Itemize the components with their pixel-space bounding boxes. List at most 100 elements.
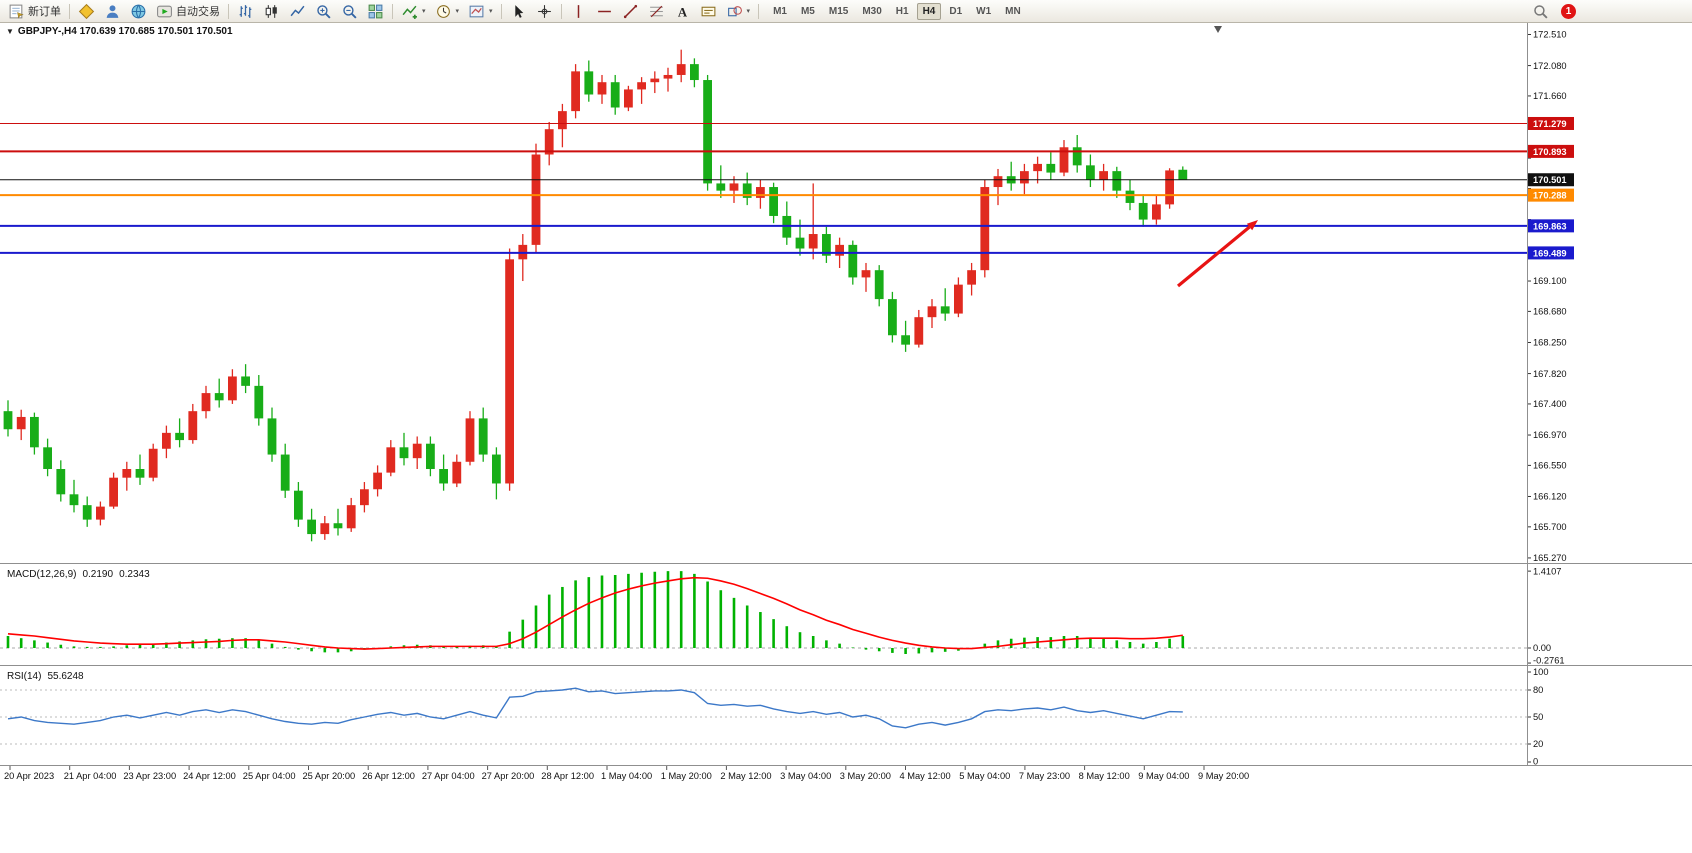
candle [1006,161,1016,191]
crosshair-button[interactable] [532,1,557,21]
rsi-panel[interactable] [0,687,1527,745]
timeframe-button-m1[interactable]: M1 [773,5,787,17]
macd-axis-label: 1.4107 [1533,566,1561,576]
market-watch-icon [78,3,95,19]
rsi-axis-label: 80 [1533,685,1543,695]
candle [1178,166,1188,180]
separator [392,3,393,19]
timeframe-button-m5[interactable]: M5 [800,5,815,17]
fibonacci-button[interactable] [644,1,669,21]
market-watch-button[interactable] [74,1,99,21]
time-axis-label: 1 May 20:00 [661,771,712,781]
chevron-down-icon: ▾ [746,8,751,15]
candle [320,516,330,540]
timeframe-button-h1[interactable]: H1 [895,5,909,17]
time-axis-label: 3 May 04:00 [780,771,831,781]
candle-body [412,443,422,459]
candle [544,121,554,166]
globe-icon [131,4,146,18]
timeframe-button-m15[interactable]: M15 [828,5,849,17]
auto-trading-button[interactable]: 自动交易 [152,1,224,21]
candle [1033,156,1042,184]
tile-windows-button[interactable] [363,1,388,21]
macd-value-main: 0.2190 [82,569,114,580]
bar-chart-icon [239,4,252,18]
candle-body [888,299,897,336]
main-chart-panel[interactable] [0,26,1527,542]
accounts-button[interactable] [100,1,125,21]
rsi-axis-label: 20 [1533,739,1543,749]
template-icon [469,5,484,17]
candle-body [848,244,858,278]
time-axis[interactable]: 20 Apr 2023 21 Apr 04:00 23 Apr 23:00 24 Ap… [4,766,1249,781]
candle-body [940,306,950,314]
candle-body [650,78,660,83]
arrow-annotation[interactable] [1176,220,1258,288]
new-order-button[interactable]: 新订单 [4,1,65,21]
time-axis-label: 28 Apr 12:00 [541,771,594,781]
chart-shift-marker-icon[interactable] [1214,26,1222,33]
candle [663,67,673,92]
line-chart-button[interactable] [285,1,310,21]
time-axis-label: 2 May 12:00 [720,771,771,781]
price-axis-label: 165.700 [1533,522,1567,532]
candle [43,438,52,477]
candle [294,482,303,527]
timeframe-button-h4[interactable]: H4 [916,2,942,20]
timeframe-button-w1[interactable]: W1 [976,5,992,17]
toolbar: 新订单 自动交易 [0,0,1692,23]
zoom-out-button[interactable] [337,1,362,21]
vertical-line-button[interactable] [566,1,591,21]
chart-title-text: GBPJPY-,H4 170.639 170.685 170.501 170.5… [17,26,233,37]
trendline-button[interactable] [618,1,643,21]
templates-button[interactable]: ▾ [464,1,497,21]
periods-button[interactable]: ▾ [431,1,464,21]
macd-panel[interactable] [0,571,1527,654]
time-axis-label: 8 May 12:00 [1079,771,1130,781]
candle [782,201,792,245]
bar-chart-button[interactable] [233,1,258,21]
one-click-trading-arrow-icon[interactable]: ▼ [6,27,14,36]
candle-body [386,447,396,473]
candle-body [993,176,1003,188]
candle-body [56,469,66,495]
time-axis-label: 3 May 20:00 [840,771,891,781]
price-axis-label: 172.510 [1533,30,1567,40]
indicators-button[interactable]: ▾ [397,1,430,21]
candle [386,440,396,477]
candle [584,60,594,102]
time-axis-label: 9 May 04:00 [1138,771,1189,781]
fibonacci-icon [649,5,663,17]
timeframe-button-mn[interactable]: MN [1005,5,1021,17]
shapes-button[interactable]: ▾ [722,1,755,21]
price-axis-label: 166.120 [1533,492,1567,502]
label-button[interactable] [696,1,721,21]
horizontal-line-button[interactable] [592,1,617,21]
price-axis[interactable]: 172.510 172.080 171.660 169.100 168.680 168.2… [1527,30,1574,767]
candle [993,168,1003,206]
candle [914,309,924,348]
text-button[interactable]: A [670,1,695,21]
candle-body [1138,202,1148,220]
timeframe-button-m30[interactable]: M30 [862,5,882,17]
candle [1152,195,1161,225]
price-tag [1528,219,1574,233]
notification-badge[interactable]: 1 [1561,3,1576,19]
macd-value-signal: 0.2343 [119,569,150,580]
candle [214,378,224,408]
web-community-button[interactable] [126,1,151,21]
time-axis-label: 27 Apr 04:00 [422,771,475,781]
candlestick-chart-button[interactable] [259,1,284,21]
candle [1086,154,1095,188]
candle-body [175,432,184,441]
timeframe-button-d1[interactable]: D1 [949,5,963,17]
candle [874,265,884,307]
zoom-in-button[interactable] [311,1,336,21]
cursor-button[interactable] [506,1,531,21]
search-icon[interactable] [1532,3,1549,20]
price-axis-label: 172.080 [1533,61,1567,71]
candle-body [742,183,752,198]
cursor-icon [514,4,523,18]
candle-body [861,270,871,278]
